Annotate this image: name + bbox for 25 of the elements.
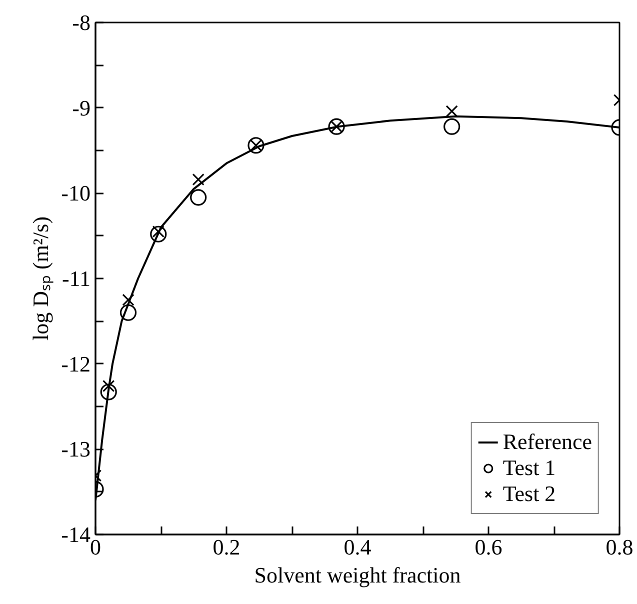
point xyxy=(120,304,137,321)
point xyxy=(192,173,204,186)
x-tick-label: 0.6 xyxy=(474,534,502,560)
point xyxy=(444,118,460,135)
x-tick-label: 0 xyxy=(90,534,101,560)
legend-label: Test 1 xyxy=(502,455,556,481)
y-tick-label: -9 xyxy=(72,95,90,120)
y-axis-title: log Dₛₚ (m²/s) xyxy=(28,216,54,341)
x-tick-label: 0.4 xyxy=(344,534,372,560)
point xyxy=(190,189,207,206)
x-axis-title: Solvent weight fraction xyxy=(254,562,461,588)
legend-label: Test 2 xyxy=(502,481,556,507)
y-tick-label: -10 xyxy=(61,180,90,206)
y-tick-label: -8 xyxy=(72,10,90,35)
legend-label: Reference xyxy=(502,429,592,455)
point xyxy=(100,384,117,400)
y-tick-label: -12 xyxy=(61,351,90,376)
x-tick-label: 0.2 xyxy=(212,534,240,560)
point xyxy=(122,294,134,306)
y-tick-label: -13 xyxy=(61,436,90,462)
x-tick-label: 0.8 xyxy=(606,534,634,560)
y-tick-label: -14 xyxy=(61,522,90,547)
y-tick-label: -11 xyxy=(62,266,91,291)
point xyxy=(446,105,458,118)
point xyxy=(150,226,167,242)
